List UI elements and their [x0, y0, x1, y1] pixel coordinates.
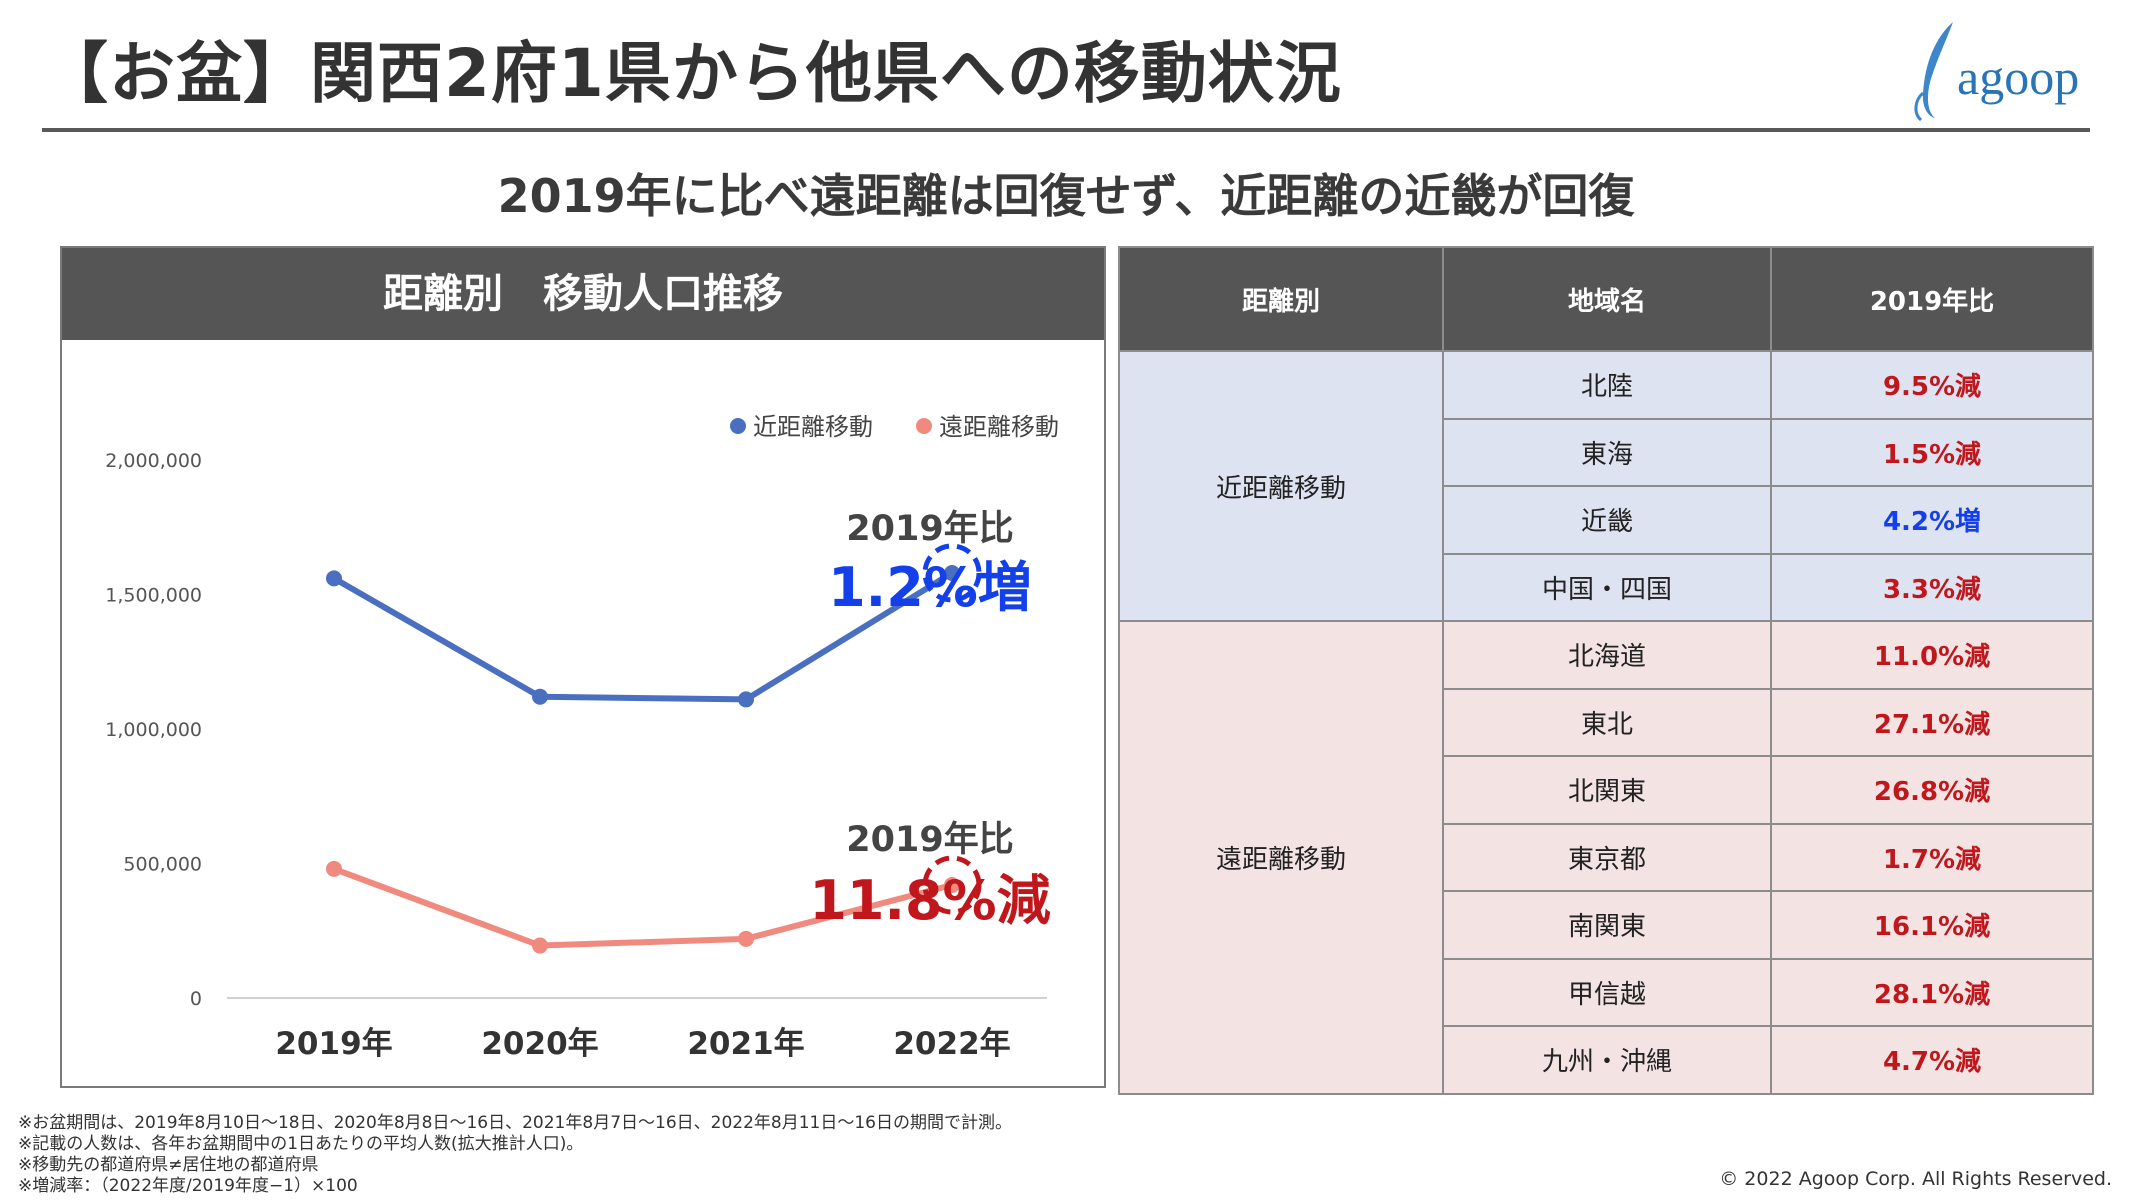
table-row: 東京都 1.7%減	[1119, 822, 2094, 892]
near-annotation-value: 1.2%増	[828, 556, 1032, 619]
distance-group-cell: 近距離移動	[1118, 350, 1444, 622]
table-row: 中国・四国 3.3%減	[1119, 552, 2094, 622]
region-cell: 東海	[1442, 417, 1772, 487]
ratio-cell: 26.8%減	[1770, 755, 2094, 825]
far-legend-label: 遠距離移動	[939, 413, 1059, 441]
near-highlight-ring	[922, 543, 982, 603]
region-cell: 甲信越	[1442, 957, 1772, 1027]
table-row: 南関東 16.1%減	[1119, 890, 2094, 960]
logo-text: agoop	[1957, 49, 2080, 105]
table-row: 北関東 26.8%減	[1119, 755, 2094, 825]
footnote-period: ※お盆期間は、2019年8月10日～18日、2020年8月8日～16日、2021…	[18, 1113, 1012, 1133]
far-series-line	[332, 866, 953, 949]
near-series-line	[332, 570, 954, 703]
table-row: 近畿 4.2%増	[1119, 485, 2094, 555]
chart-panel-title: 距離別 移動人口推移	[62, 248, 1104, 340]
ratio-cell: 9.5%減	[1770, 350, 2094, 420]
table-row: 東海 1.5%減	[1119, 417, 2094, 487]
far-highlight-ring	[922, 855, 982, 915]
y-tick-label: 500,000	[123, 854, 202, 876]
subtitle: 2019年に比べ遠距離は回復せず、近距離の近畿が回復	[497, 169, 1635, 223]
footnote-destination: ※移動先の都道府県≠居住地の都道府県	[18, 1155, 319, 1175]
region-cell: 北関東	[1442, 755, 1772, 825]
ratio-cell: 4.7%減	[1770, 1025, 2094, 1095]
x-tick-label: 2022年	[893, 1026, 1010, 1062]
table-row: 甲信越 28.1%減	[1119, 957, 2094, 1027]
y-tick-label: 1,000,000	[105, 719, 202, 741]
page-title: 【お盆】関西2府1県から他県への移動状況	[42, 35, 1342, 112]
region-cell: 南関東	[1442, 890, 1772, 960]
ratio-cell: 1.7%減	[1770, 822, 2094, 892]
table-body: 近距離移動 北陸 9.5%減 東海 1.5%減 近畿 4.2%増 中国・四国 3.3%減 遠距離移…	[1118, 350, 2094, 1095]
near-data-point	[944, 564, 960, 581]
copyright: © 2022 Agoop Corp. All Rights Reserved.	[1719, 1168, 2112, 1190]
near-annotation-label: 2019年比	[846, 509, 1013, 549]
y-tick-label: 0	[190, 988, 202, 1010]
ratio-cell: 27.1%減	[1770, 687, 2094, 757]
distance-group-cell: 遠距離移動	[1118, 620, 1444, 1095]
agoop-logo: agoop	[1905, 18, 2105, 128]
ratio-cell: 28.1%減	[1770, 957, 2094, 1027]
title-divider	[42, 128, 2090, 132]
line-chart: 0 500,000 1,000,000 1,500,000 2,000,000 2019年…	[105, 413, 1059, 1062]
table-header-row: 距離別 地域名 2019年比	[1118, 246, 2094, 352]
table-row: 近距離移動 北陸 9.5%減	[1118, 350, 2094, 622]
near-legend-label: 近距離移動	[753, 413, 873, 441]
table-row: 遠距離移動 北海道 11.0%減	[1118, 620, 2094, 1095]
near-legend-marker	[730, 418, 746, 434]
far-data-point	[532, 937, 548, 954]
far-data-point	[738, 930, 754, 947]
region-cell: 北海道	[1442, 620, 1772, 690]
region-cell: 中国・四国	[1442, 552, 1772, 622]
far-annotation-value: 11.8%減	[809, 869, 1050, 932]
region-cell: 北陸	[1442, 350, 1772, 420]
ratio-cell: 16.1%減	[1770, 890, 2094, 960]
x-tick-label: 2021年	[687, 1026, 804, 1062]
footnote-rate: ※増減率：（2022年度/2019年度−1）×100	[18, 1176, 358, 1196]
far-data-point	[944, 877, 960, 894]
table-header-cell: 距離別	[1118, 246, 1444, 352]
ratio-cell: 4.2%増	[1770, 485, 2094, 555]
chart-panel: 距離別 移動人口推移 0 500,000 1,000,000 1,500,000 2,0…	[60, 246, 1106, 1088]
y-tick-label: 1,500,000	[105, 585, 202, 607]
table-header-cell: 2019年比	[1770, 246, 2094, 352]
near-data-point	[532, 688, 548, 705]
table-row: 東北 27.1%減	[1119, 687, 2094, 757]
far-annotation-label: 2019年比	[846, 820, 1013, 860]
ratio-cell: 11.0%減	[1770, 620, 2094, 690]
near-data-point	[738, 691, 754, 708]
x-tick-label: 2020年	[481, 1026, 598, 1062]
table-header-cell: 地域名	[1442, 246, 1772, 352]
ratio-cell: 3.3%減	[1770, 552, 2094, 622]
table-row: 九州・沖縄 4.7%減	[1119, 1025, 2094, 1095]
footnote-population: ※記載の人数は、各年お盆期間中の1日あたりの平均人数(拡大推計人口)。	[18, 1134, 584, 1154]
comparison-table: 距離別 地域名 2019年比 近距離移動 北陸 9.5%減 東海 1.5%減 近畿 4.2%増中…	[1118, 246, 2094, 1095]
far-data-point	[326, 860, 342, 877]
comparison-table-panel: 距離別 地域名 2019年比 近距離移動 北陸 9.5%減 東海 1.5%減 近畿 4.2%増中…	[1118, 246, 2094, 1095]
region-cell: 近畿	[1442, 485, 1772, 555]
far-legend-marker	[916, 418, 932, 434]
quill-icon	[1914, 22, 1953, 122]
region-cell: 東京都	[1442, 822, 1772, 892]
ratio-cell: 1.5%減	[1770, 417, 2094, 487]
region-cell: 九州・沖縄	[1442, 1025, 1772, 1095]
region-cell: 東北	[1442, 687, 1772, 757]
near-data-point	[326, 570, 342, 587]
y-tick-label: 2,000,000	[105, 450, 202, 472]
x-tick-label: 2019年	[275, 1026, 392, 1062]
